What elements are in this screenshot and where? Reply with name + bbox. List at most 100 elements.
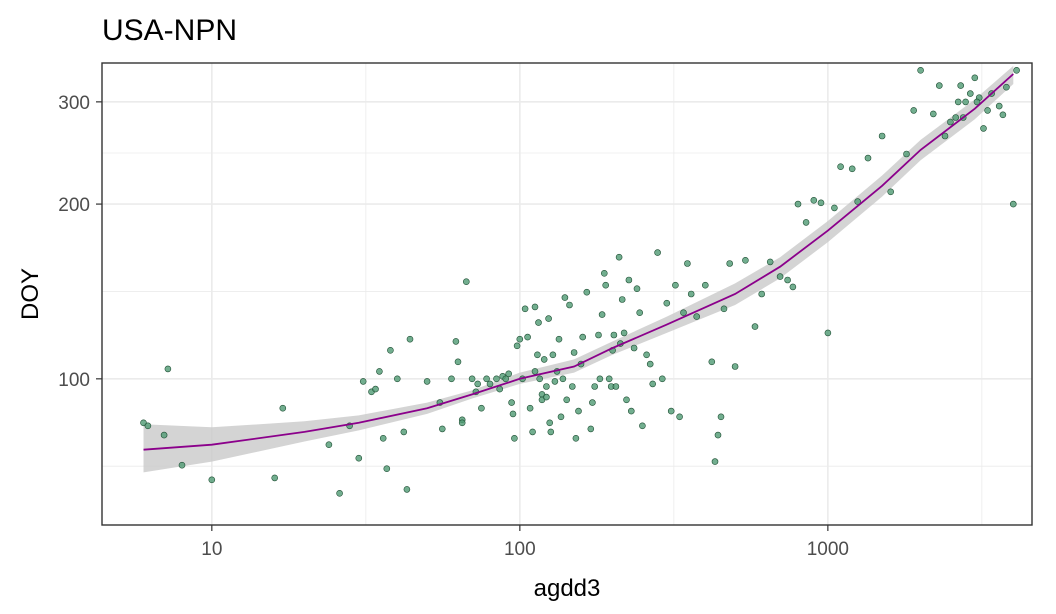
data-point: [534, 351, 541, 359]
data-point: [623, 396, 630, 404]
data-point: [878, 132, 886, 140]
smooth-line-layer: [143, 73, 1014, 451]
data-point: [612, 383, 620, 390]
data-point: [423, 378, 431, 385]
data-point: [478, 404, 485, 412]
x-axis-title: agdd3: [534, 575, 601, 602]
data-point: [279, 404, 287, 412]
data-point: [954, 98, 962, 106]
data-point: [625, 276, 633, 284]
data-point: [639, 422, 646, 430]
data-point: [947, 118, 954, 126]
data-point: [917, 67, 924, 74]
data-point: [551, 378, 559, 385]
smooth-line: [143, 73, 1014, 451]
confidence-band-layer: [143, 65, 1014, 473]
y-axis-title: DOY: [17, 268, 44, 320]
data-point: [618, 296, 626, 303]
data-point: [144, 422, 152, 430]
data-point: [164, 365, 172, 373]
data-point: [563, 396, 571, 404]
data-point: [529, 428, 536, 436]
data-point: [587, 425, 595, 433]
data-point: [864, 154, 872, 162]
data-point: [708, 358, 716, 366]
data-point: [654, 249, 661, 256]
data-point: [595, 331, 602, 339]
data-point: [531, 303, 539, 311]
data-point: [160, 431, 168, 439]
data-point: [663, 299, 671, 307]
data-point: [966, 90, 974, 97]
data-point: [973, 98, 981, 106]
data-point: [687, 290, 695, 298]
data-point: [766, 258, 774, 266]
data-point: [676, 413, 683, 421]
data-point: [794, 200, 802, 208]
data-point: [667, 407, 675, 415]
data-point: [336, 489, 343, 497]
data-point: [557, 413, 565, 421]
data-point: [387, 346, 394, 354]
data-point: [502, 375, 510, 383]
data-point: [751, 323, 759, 330]
x-tick-label: 1000: [807, 539, 849, 560]
data-point: [376, 368, 383, 375]
data-point: [952, 114, 960, 121]
data-point: [802, 219, 810, 226]
data-point: [680, 309, 687, 317]
data-point: [887, 188, 895, 196]
data-point: [566, 301, 573, 309]
data-point: [454, 358, 462, 366]
data-point: [570, 349, 578, 356]
data-point: [546, 419, 554, 427]
data-point: [531, 368, 539, 375]
y-tick-label: 100: [58, 370, 90, 391]
y-tick-label: 200: [58, 195, 90, 216]
data-point: [701, 281, 709, 289]
data-point: [980, 125, 987, 132]
data-point: [493, 375, 500, 383]
data-point: [458, 419, 466, 427]
data-point: [448, 375, 455, 383]
data-point: [526, 404, 534, 412]
data-point: [789, 283, 797, 291]
data-point: [540, 356, 548, 363]
data-point: [547, 428, 555, 436]
data-point: [962, 98, 969, 106]
data-point: [605, 375, 613, 383]
confidence-band: [143, 65, 1014, 473]
data-point: [355, 454, 363, 462]
data-point: [383, 465, 391, 473]
data-point: [483, 375, 490, 383]
data-point: [403, 486, 411, 493]
x-tick-label: 10: [201, 539, 222, 560]
data-point: [602, 281, 610, 289]
data-point: [854, 198, 862, 205]
data-point: [903, 150, 910, 158]
data-point: [486, 380, 494, 388]
data-point: [971, 74, 979, 82]
data-point: [516, 335, 524, 343]
data-point: [521, 305, 529, 313]
data-point: [610, 331, 618, 339]
data-point: [579, 333, 587, 341]
data-point: [468, 375, 476, 383]
data-point: [400, 428, 408, 436]
data-point: [758, 290, 766, 298]
data-point: [575, 407, 582, 415]
data-point: [1009, 200, 1017, 208]
data-point: [929, 110, 937, 118]
data-point: [359, 378, 367, 385]
data-point: [549, 351, 557, 359]
data-point: [505, 370, 513, 378]
y-tick-label: 300: [58, 93, 90, 114]
data-point: [598, 311, 606, 318]
x-tick-label: 100: [504, 539, 536, 560]
data-point: [784, 276, 791, 284]
data-point: [643, 351, 650, 359]
data-point: [776, 273, 784, 280]
data-point: [717, 413, 725, 421]
data-point: [474, 380, 482, 388]
data-point: [271, 474, 279, 482]
